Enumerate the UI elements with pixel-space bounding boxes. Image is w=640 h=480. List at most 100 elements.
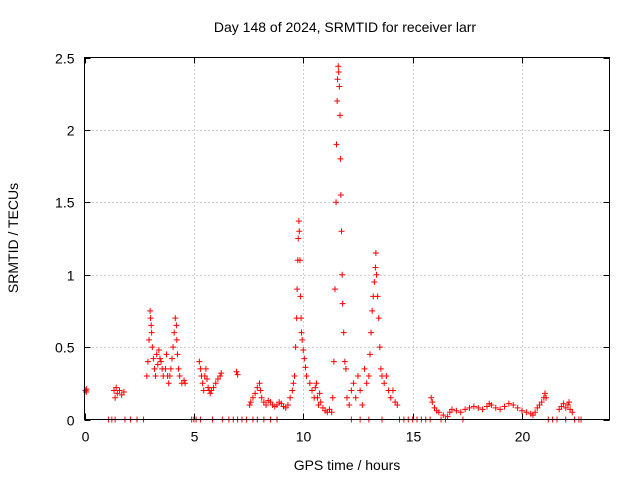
- data-point: [147, 307, 154, 314]
- data-point: [340, 329, 347, 336]
- data-point: [338, 228, 345, 235]
- data-point: [330, 358, 337, 365]
- data-point: [328, 409, 335, 416]
- data-point: [144, 358, 151, 365]
- data-point: [394, 402, 401, 409]
- data-point: [372, 249, 379, 256]
- data-point: [163, 351, 170, 358]
- data-point: [246, 402, 253, 409]
- data-point: [113, 384, 120, 391]
- data-point: [440, 412, 447, 419]
- data-point: [154, 361, 161, 368]
- data-point: [165, 380, 172, 387]
- data-point: [152, 373, 159, 380]
- data-point: [341, 358, 348, 365]
- data-point: [566, 399, 573, 406]
- data-point: [560, 400, 567, 407]
- data-point: [166, 373, 173, 380]
- data-point: [428, 394, 435, 401]
- data-point: [170, 344, 177, 351]
- data-point: [156, 355, 163, 362]
- data-point: [120, 388, 127, 395]
- data-point: [158, 358, 165, 365]
- data-point: [169, 355, 175, 362]
- data-point: [200, 387, 207, 394]
- data-point: [210, 384, 217, 391]
- data-point: [354, 373, 361, 380]
- data-point: [339, 271, 346, 278]
- data-point: [197, 365, 204, 372]
- data-point: [337, 112, 343, 119]
- grid: [84, 57, 610, 420]
- data-point: [335, 63, 342, 70]
- data-point: [162, 365, 169, 372]
- data-point: [289, 387, 296, 394]
- data-point: [148, 322, 155, 329]
- data-point: [82, 387, 89, 394]
- x-tick-label: 15: [406, 429, 422, 445]
- data-point: [181, 377, 188, 384]
- data-point: [252, 390, 259, 397]
- data-point: [316, 390, 323, 397]
- data-point: [479, 406, 486, 413]
- data-point: [254, 384, 261, 391]
- data-point: [112, 394, 119, 401]
- data-point: [173, 322, 180, 329]
- data-point: [295, 218, 302, 225]
- data-point: [297, 293, 304, 300]
- data-point: [290, 380, 297, 387]
- data-point: [329, 394, 336, 401]
- data-point: [331, 286, 338, 293]
- data-point: [352, 394, 359, 401]
- data-point: [303, 373, 310, 380]
- data-point: [357, 387, 364, 394]
- data-point: [204, 375, 210, 382]
- data-point: [497, 406, 504, 413]
- data-point: [569, 409, 576, 416]
- data-point: [342, 365, 349, 372]
- data-point: [435, 409, 442, 416]
- data-point: [374, 293, 381, 300]
- data-point: [205, 384, 212, 391]
- data-point: [510, 402, 517, 409]
- data-point: [174, 351, 181, 358]
- data-point: [376, 344, 383, 351]
- data-point: [218, 370, 225, 377]
- data-point: [217, 373, 224, 380]
- plot-frame: [84, 57, 610, 420]
- data-point: [334, 97, 341, 104]
- data-point: [175, 365, 182, 372]
- y-tick-label: 1.5: [55, 195, 75, 211]
- data-point: [466, 404, 473, 411]
- y-tick-label: 0: [67, 413, 75, 429]
- data-point: [182, 380, 189, 387]
- data-point: [366, 351, 373, 358]
- data-point: [155, 346, 162, 353]
- x-tick-label: 0: [82, 429, 90, 445]
- data-point: [233, 368, 240, 375]
- data-point: [359, 402, 366, 409]
- data-point: [212, 380, 219, 387]
- data-point: [116, 387, 123, 394]
- data-point: [333, 199, 340, 206]
- data-point: [196, 358, 203, 365]
- data-point: [333, 141, 340, 148]
- x-tick-label: 10: [296, 429, 312, 445]
- data-point: [153, 351, 160, 358]
- data-point: [344, 394, 350, 401]
- data-point: [365, 373, 372, 380]
- data-point: [151, 365, 158, 372]
- data-point: [149, 344, 156, 351]
- data-point: [348, 387, 355, 394]
- y-axis-label: SRMTID / TECUs: [5, 183, 21, 293]
- data-point: [337, 192, 344, 199]
- data-point: [350, 380, 357, 387]
- data-point: [263, 402, 270, 409]
- data-point: [334, 76, 341, 83]
- y-tick-label: 2: [67, 123, 75, 139]
- data-point: [346, 402, 353, 409]
- axis-ticks: 0 5 10 15 20 0 0.5 1 1.5 2 2.5: [55, 51, 610, 445]
- data-point: [335, 68, 342, 75]
- data-point: [363, 380, 370, 387]
- data-point: [523, 409, 530, 416]
